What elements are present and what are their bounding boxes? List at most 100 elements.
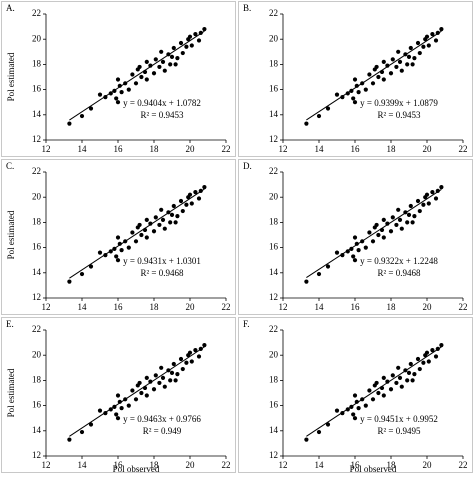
y-tick-label: 22 — [269, 166, 278, 176]
point — [370, 81, 376, 86]
x-tick-label: 14 — [78, 460, 88, 470]
point — [97, 92, 103, 97]
point — [351, 412, 356, 417]
point — [316, 271, 322, 277]
point — [162, 226, 167, 231]
point — [115, 416, 121, 421]
point — [381, 77, 386, 82]
point — [133, 239, 139, 244]
point — [426, 201, 431, 206]
y-tick-label: 16 — [32, 242, 42, 252]
point — [405, 220, 410, 225]
point — [394, 64, 399, 70]
point — [385, 221, 390, 226]
point — [439, 27, 444, 32]
point — [193, 32, 198, 37]
y-tick-label: 12 — [269, 292, 278, 302]
point — [334, 250, 340, 255]
x-tick-label: 18 — [150, 144, 160, 154]
point — [325, 264, 331, 269]
x-tick-label: 12 — [279, 144, 288, 154]
point — [119, 406, 124, 411]
point — [171, 203, 176, 209]
point — [370, 397, 376, 402]
point — [399, 226, 404, 231]
point — [352, 258, 358, 263]
point — [148, 63, 153, 68]
point — [385, 379, 390, 384]
point — [390, 57, 395, 62]
point — [162, 384, 167, 389]
point — [396, 49, 401, 54]
point — [304, 121, 309, 126]
x-tick-label: 12 — [42, 144, 51, 154]
panel-frame — [238, 159, 473, 315]
point — [381, 235, 386, 240]
point — [160, 217, 166, 222]
panel-frame — [1, 1, 236, 157]
point — [412, 372, 417, 377]
x-tick-label: 18 — [387, 144, 397, 154]
x-tick-label: 20 — [186, 144, 196, 154]
y-axis-label: Pol estimated — [6, 210, 16, 259]
point — [196, 196, 202, 201]
point — [144, 77, 149, 82]
point — [139, 390, 144, 396]
point — [151, 387, 157, 392]
point — [144, 375, 149, 380]
point — [412, 214, 417, 219]
point — [202, 343, 207, 348]
point — [421, 202, 426, 207]
x-tick-label: 16 — [351, 302, 361, 312]
x-tick-label: 16 — [351, 144, 361, 154]
point — [173, 220, 178, 225]
point — [325, 422, 331, 427]
point — [433, 38, 439, 43]
point — [67, 437, 72, 442]
point — [115, 258, 121, 263]
point — [426, 43, 431, 48]
point — [415, 40, 421, 46]
x-axis-label: Pol observed — [350, 464, 397, 474]
point — [421, 44, 426, 49]
point — [408, 361, 413, 367]
point — [184, 360, 189, 365]
y-tick-label: 12 — [269, 450, 278, 460]
point — [352, 77, 358, 82]
y-tick-label: 18 — [269, 374, 279, 384]
point — [374, 222, 379, 228]
point — [406, 212, 412, 217]
y-axis-label: Pol estimated — [6, 52, 16, 101]
point — [173, 378, 178, 383]
point — [178, 198, 184, 204]
point — [184, 44, 189, 49]
point — [421, 360, 426, 365]
point — [352, 393, 358, 398]
point — [397, 59, 403, 64]
equation: y = 0.9463x + 0.9766 — [123, 414, 201, 424]
point — [363, 245, 368, 250]
point — [405, 378, 410, 383]
point — [115, 77, 121, 82]
point — [385, 63, 390, 68]
x-tick-label: 22 — [459, 460, 468, 470]
point — [169, 212, 175, 217]
point — [151, 229, 157, 234]
x-tick-label: 22 — [459, 144, 468, 154]
point — [356, 248, 361, 253]
trendline — [69, 30, 205, 121]
point — [117, 83, 122, 88]
point — [79, 113, 85, 119]
point — [180, 366, 185, 372]
point — [114, 96, 119, 101]
point — [157, 64, 162, 70]
panel-frame — [1, 159, 236, 315]
point — [410, 220, 415, 225]
point — [126, 87, 131, 92]
point — [97, 408, 103, 413]
point — [171, 361, 176, 367]
x-tick-label: 20 — [423, 302, 433, 312]
point — [412, 56, 417, 61]
point — [137, 380, 142, 386]
point — [88, 422, 94, 427]
